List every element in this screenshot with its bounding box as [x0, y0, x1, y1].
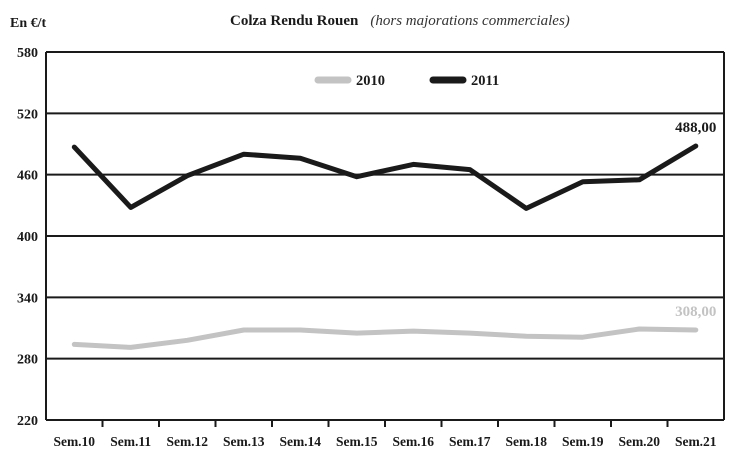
series-lines — [71, 143, 699, 350]
x-tick-label: Sem.18 — [505, 434, 547, 449]
x-tick-label: Sem.11 — [110, 434, 151, 449]
y-tick-label: 580 — [17, 46, 38, 61]
legend-label-2010: 2010 — [356, 73, 385, 89]
x-tick-label: Sem.13 — [223, 434, 265, 449]
y-tick-label: 400 — [17, 230, 38, 245]
chart-title: Colza Rendu Rouen — [230, 13, 359, 29]
y-tick-label: 280 — [17, 353, 38, 368]
x-tick-label: Sem.20 — [618, 434, 660, 449]
chart-subtitle: (hors majorations commerciales) — [370, 13, 569, 29]
grid-lines — [45, 51, 725, 427]
x-tick-label: Sem.16 — [392, 434, 434, 449]
legend-label-2011: 2011 — [471, 73, 499, 89]
x-tick-label: Sem.12 — [166, 434, 208, 449]
x-axis-ticks: Sem.10 Sem.11 Sem.12 Sem.13 Sem.14 Sem.15 Sem.… — [53, 434, 716, 449]
y-tick-label: 460 — [17, 169, 38, 184]
chart-title-group: Colza Rendu Rouen (hors majorations comm… — [230, 12, 570, 29]
y-tick-label: 340 — [17, 291, 38, 306]
y-tick-label: 520 — [17, 107, 38, 122]
x-tick-label: Sem.14 — [279, 434, 321, 449]
legend: 2010 2011 — [314, 73, 499, 89]
data-label-2011: 488,00 — [675, 120, 716, 136]
y-axis-unit-label: En €/t — [10, 16, 47, 31]
x-tick-label: Sem.10 — [53, 434, 95, 449]
data-label-2010: 308,00 — [675, 304, 716, 320]
series-line-2011 — [71, 143, 699, 211]
y-tick-label: 220 — [17, 414, 38, 429]
y-axis-ticks: 220 280 340 400 460 520 580 — [17, 46, 38, 429]
x-tick-label: Sem.21 — [675, 434, 717, 449]
data-labels: 308,00 488,00 — [675, 120, 716, 320]
x-tick-label: Sem.17 — [449, 434, 491, 449]
x-tick-label: Sem.19 — [562, 434, 604, 449]
x-tick-label: Sem.15 — [336, 434, 378, 449]
series-line-2010 — [71, 326, 699, 350]
